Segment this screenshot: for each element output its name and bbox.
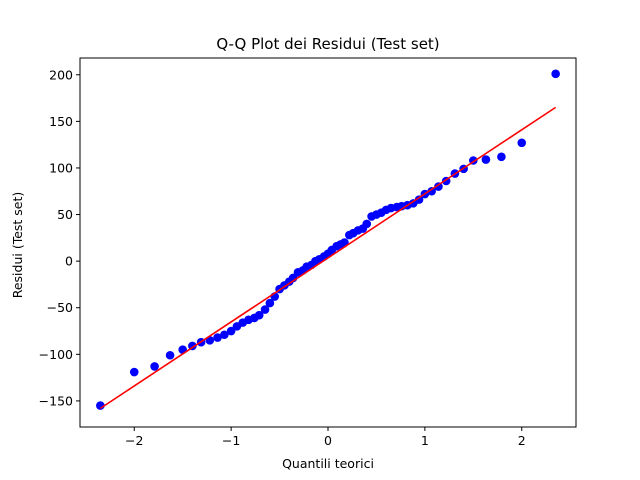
data-point [260, 305, 270, 314]
y-tick-label: 150 [49, 114, 73, 129]
y-tick-label: 200 [49, 67, 73, 82]
data-point [551, 69, 560, 79]
plot-area: −2 −1 0 1 2 −150 −100 −50 0 50 100 150 200 [39, 57, 577, 448]
plot-frame [79, 57, 577, 428]
data-point [362, 219, 372, 229]
data-point [481, 155, 491, 164]
data-point [213, 333, 222, 342]
data-point [220, 330, 229, 340]
data-point [226, 326, 236, 336]
x-axis-label: Quantili teorici [282, 456, 374, 471]
fit-line [99, 106, 557, 410]
data-point [497, 152, 506, 162]
data-point [265, 298, 275, 308]
y-axis-label: Residui (Test set) [10, 192, 25, 299]
x-tick-label: −2 [125, 433, 143, 448]
data-point [165, 350, 175, 360]
y-tick-label: −50 [47, 300, 73, 315]
data-point [517, 138, 527, 148]
y-tick-label: −100 [39, 347, 73, 362]
chart-title: Q-Q Plot dei Residui (Test set) [216, 35, 439, 53]
y-tick-label: 0 [65, 254, 73, 269]
y-tick-label: −150 [39, 393, 73, 408]
x-tick-label: 2 [518, 433, 526, 448]
data-point [150, 362, 159, 371]
x-tick-label: −1 [222, 433, 240, 448]
data-point [254, 310, 264, 320]
x-tick-label: 1 [421, 433, 429, 448]
data-point [414, 195, 424, 204]
y-tick-label: 100 [49, 160, 73, 175]
x-tick-label: 0 [324, 433, 332, 448]
data-point [427, 186, 436, 196]
data-point [129, 367, 139, 377]
y-tick-label: 50 [57, 207, 73, 222]
data-point [434, 182, 443, 191]
